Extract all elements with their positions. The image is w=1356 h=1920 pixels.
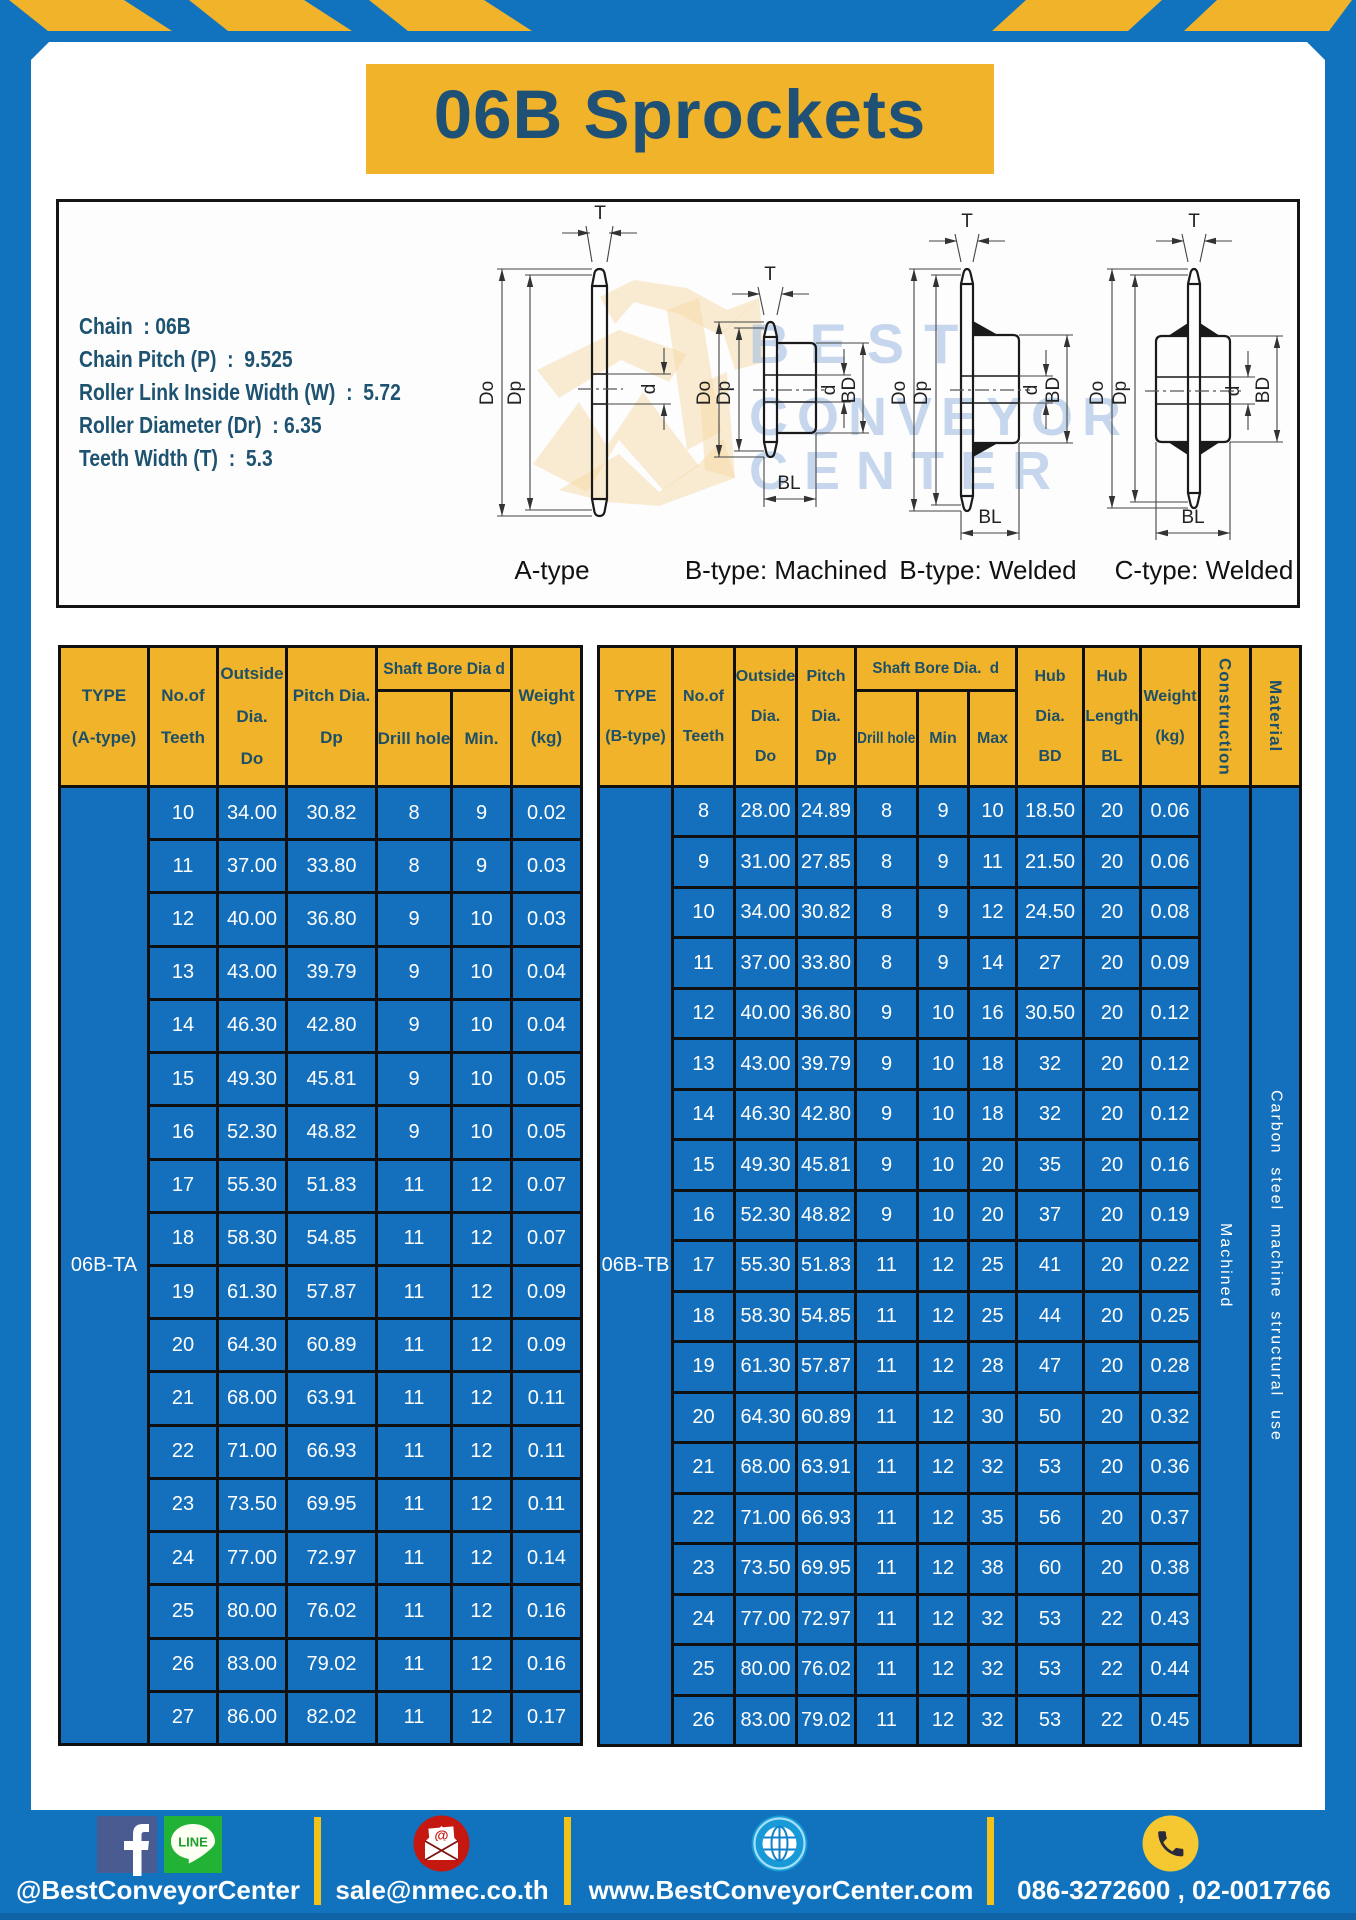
svg-text:@: @ (434, 1829, 448, 1845)
svg-text:d: d (819, 385, 840, 396)
svg-text:BD: BD (839, 377, 860, 403)
svg-text:LINE: LINE (178, 1835, 208, 1850)
svg-text:T: T (961, 211, 973, 232)
svg-text:B-type: Welded: B-type: Welded (899, 555, 1076, 585)
svg-text:BD: BD (1043, 377, 1064, 403)
svg-text:Do: Do (889, 381, 910, 405)
svg-text:A-type: A-type (514, 555, 589, 585)
svg-text:Dp: Dp (911, 381, 932, 405)
svg-text:d: d (1223, 386, 1244, 397)
svg-text:B-type: Machined: B-type: Machined (685, 555, 887, 585)
svg-text:Do: Do (694, 381, 715, 405)
svg-text:T: T (764, 264, 776, 285)
svg-text:Dp: Dp (1110, 381, 1131, 405)
svg-text:Do: Do (1087, 381, 1108, 405)
svg-text:Do: Do (477, 381, 498, 405)
svg-text:BL: BL (978, 507, 1001, 528)
svg-text:T: T (594, 203, 606, 224)
svg-text:Dp: Dp (714, 381, 735, 405)
svg-text:BD: BD (1253, 377, 1274, 403)
svg-text:BL: BL (777, 473, 800, 494)
svg-text:Dp: Dp (505, 381, 526, 405)
svg-text:d: d (639, 384, 660, 395)
svg-text:BL: BL (1181, 507, 1204, 528)
svg-text:T: T (1188, 211, 1200, 232)
svg-text:d: d (1021, 385, 1042, 396)
svg-text:C-type: Welded: C-type: Welded (1115, 555, 1294, 585)
